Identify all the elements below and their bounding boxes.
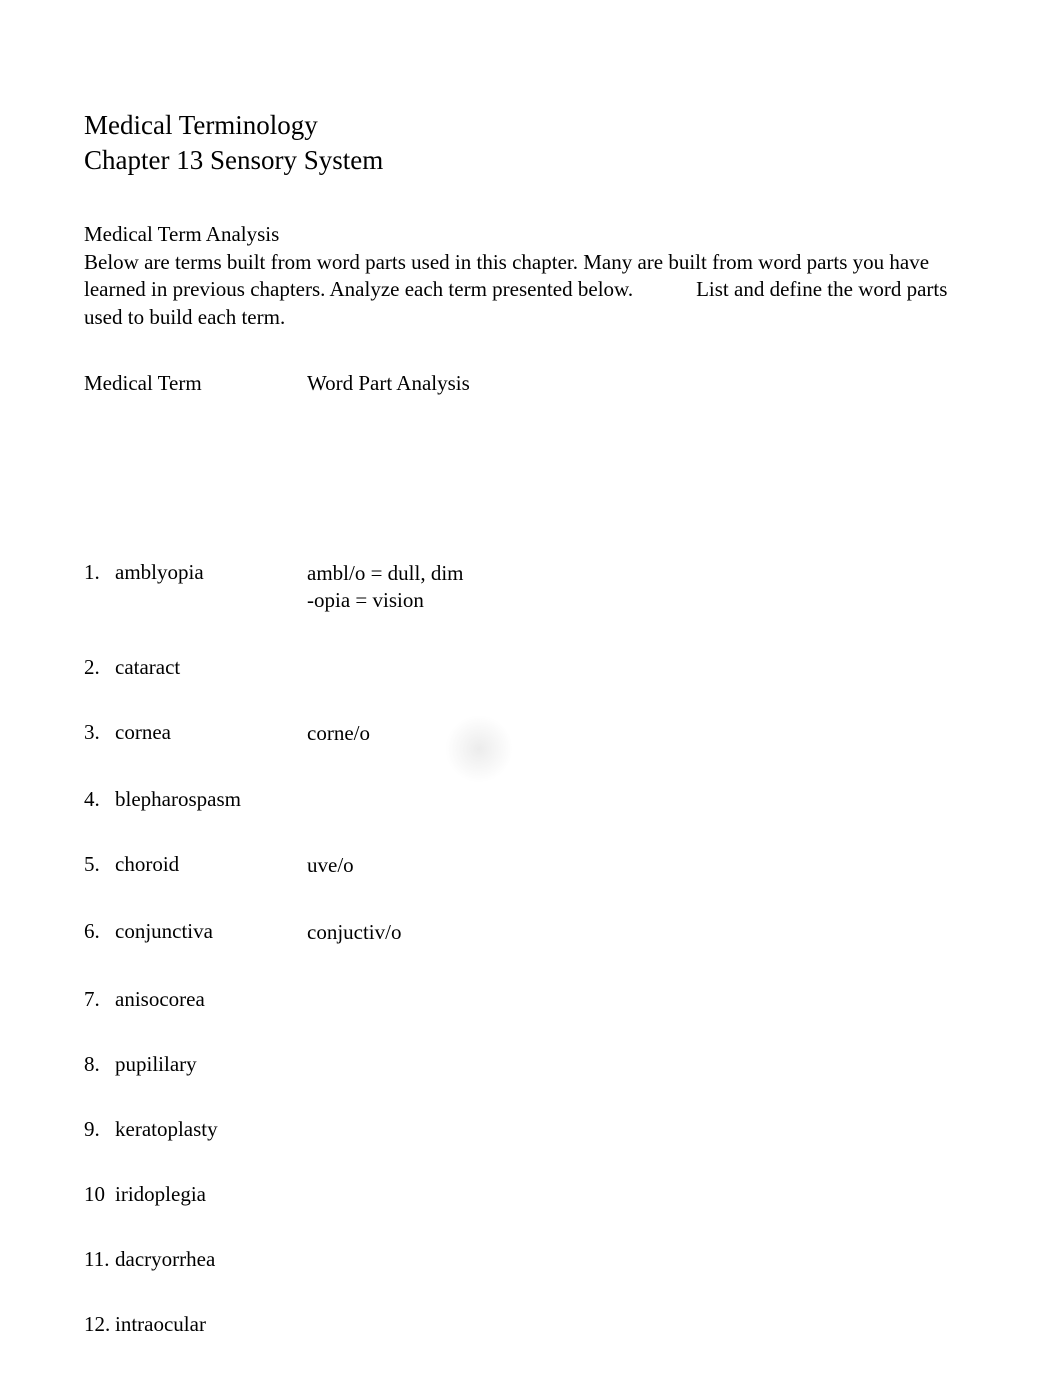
medical-term: intraocular [115,1312,307,1337]
document-page: Medical Terminology Chapter 13 Sensory S… [84,108,978,1337]
term-row: 5.choroiduve/o [84,852,978,879]
word-part-analysis: uve/o [307,852,978,879]
intro-paragraph: Below are terms built from word parts us… [84,249,978,331]
header-medical-term: Medical Term [84,371,307,396]
word-part-analysis: conjuctiv/o [307,919,978,946]
analysis-line: uve/o [307,852,978,879]
term-row: 6.conjunctivaconjuctiv/o [84,919,978,946]
medical-term: iridoplegia [115,1182,307,1207]
medical-term: cataract [115,655,307,680]
word-part-analysis: ambl/o = dull, dim-opia = vision [307,560,978,615]
column-headers: Medical Term Word Part Analysis [84,371,978,396]
term-number: 9. [84,1117,115,1142]
term-number: 3. [84,720,115,745]
section-heading: Medical Term Analysis [84,222,978,247]
medical-term: pupililary [115,1052,307,1077]
term-number: 2. [84,655,115,680]
analysis-line: ambl/o = dull, dim [307,560,978,587]
term-number: 4. [84,787,115,812]
term-row: 7.anisocorea [84,987,978,1012]
term-number: 8. [84,1052,115,1077]
analysis-line: corne/o [307,720,978,747]
term-number: 11. [84,1247,115,1272]
term-row: 4.blepharospasm [84,787,978,812]
title-line-2: Chapter 13 Sensory System [84,143,978,178]
term-number: 7. [84,987,115,1012]
analysis-line: conjuctiv/o [307,919,978,946]
medical-term: dacryorrhea [115,1247,307,1272]
term-number: 12. [84,1312,115,1337]
term-row: 12.intraocular [84,1312,978,1337]
analysis-line: -opia = vision [307,587,978,614]
term-number: 10 [84,1182,115,1207]
medical-term: anisocorea [115,987,307,1012]
medical-term: cornea [115,720,307,745]
medical-term: keratoplasty [115,1117,307,1142]
term-row: 10iridoplegia [84,1182,978,1207]
medical-term: blepharospasm [115,787,307,812]
term-number: 1. [84,560,115,585]
medical-term: conjunctiva [115,919,307,944]
terms-list: 1.amblyopiaambl/o = dull, dim-opia = vis… [84,560,978,1336]
term-number: 6. [84,919,115,944]
word-part-analysis: corne/o [307,720,978,747]
term-row: 8.pupililary [84,1052,978,1077]
medical-term: choroid [115,852,307,877]
term-row: 11.dacryorrhea [84,1247,978,1272]
medical-term: amblyopia [115,560,307,585]
term-row: 1.amblyopiaambl/o = dull, dim-opia = vis… [84,560,978,615]
header-word-part-analysis: Word Part Analysis [307,371,978,396]
title-line-1: Medical Terminology [84,108,978,143]
term-row: 3.corneacorne/o [84,720,978,747]
term-row: 2.cataract [84,655,978,680]
term-number: 5. [84,852,115,877]
term-row: 9.keratoplasty [84,1117,978,1142]
